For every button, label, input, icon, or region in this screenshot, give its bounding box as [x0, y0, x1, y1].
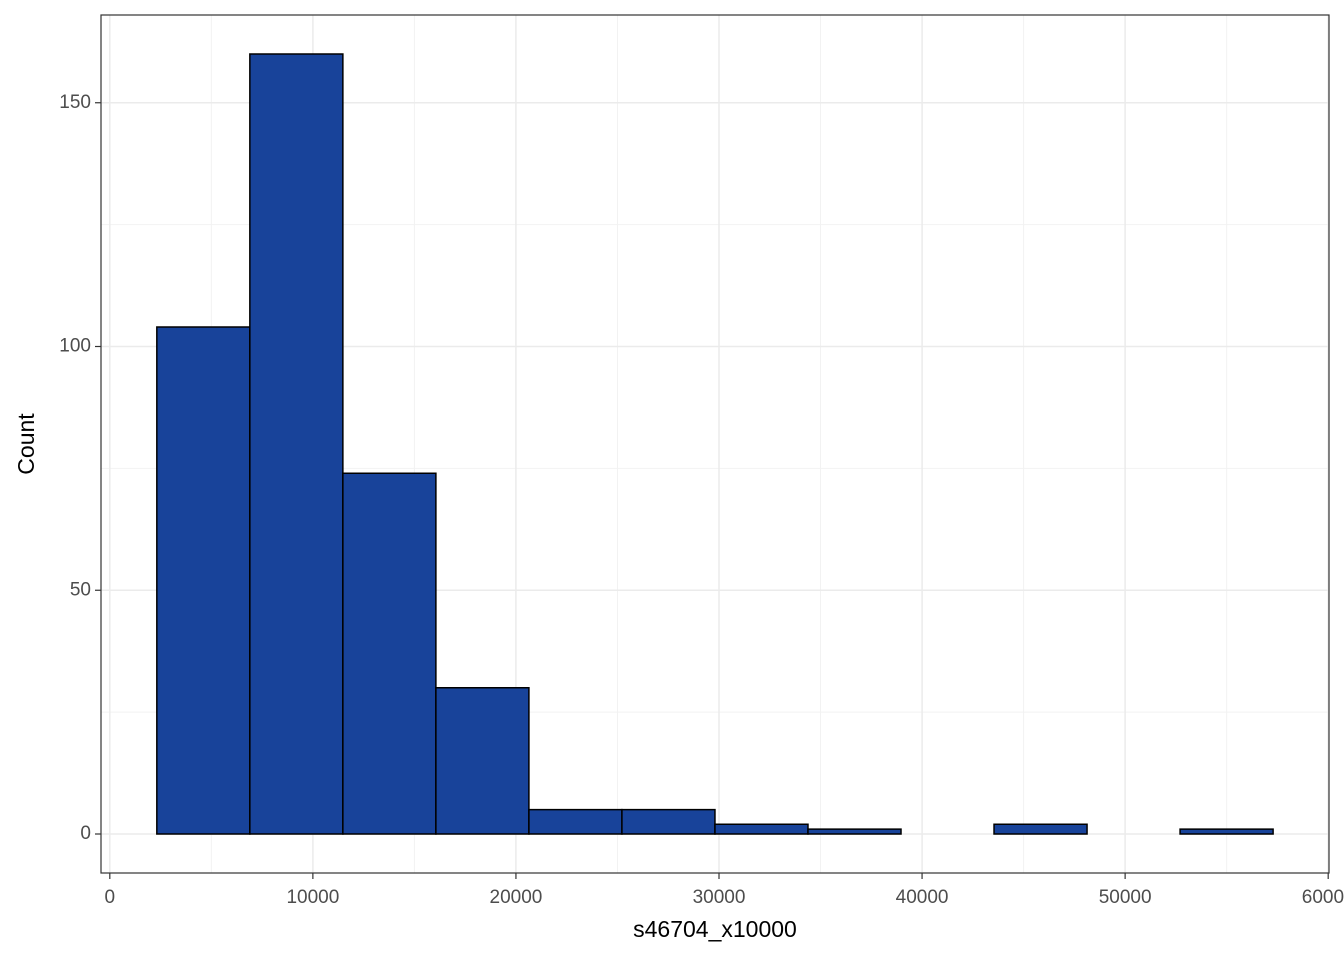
bar — [993, 823, 1088, 835]
x-tick-label: 0 — [105, 887, 116, 908]
bar — [1179, 828, 1274, 835]
bar — [621, 808, 716, 835]
y-tick-label: 100 — [59, 336, 91, 357]
bar — [156, 326, 251, 835]
y-axis-title: Count — [13, 413, 39, 475]
y-tick-label: 0 — [80, 823, 91, 844]
bar — [249, 53, 344, 835]
bar — [528, 808, 623, 835]
x-tick-label: 30000 — [693, 887, 746, 908]
x-tick-label: 20000 — [490, 887, 543, 908]
y-tick-label: 150 — [59, 92, 91, 113]
bar — [342, 472, 437, 835]
x-tick-label: 10000 — [286, 887, 339, 908]
x-tick-label: 50000 — [1099, 887, 1152, 908]
bar — [435, 687, 530, 835]
bar — [714, 823, 809, 835]
x-axis-title: s46704_x10000 — [633, 916, 797, 942]
panel-border — [100, 14, 1330, 874]
x-tick-label: 40000 — [896, 887, 949, 908]
bar — [807, 828, 902, 835]
y-tick-label: 50 — [70, 579, 91, 600]
